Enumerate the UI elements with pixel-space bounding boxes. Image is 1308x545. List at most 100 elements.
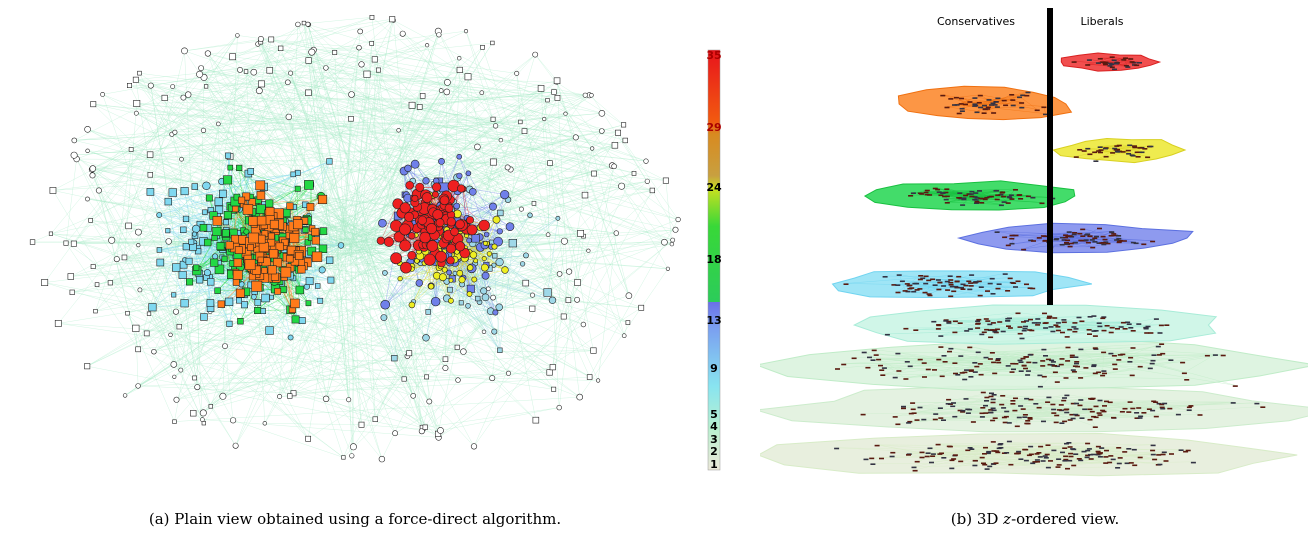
node [417,215,427,225]
edge [337,91,555,260]
node [168,188,177,197]
node [1163,460,1169,462]
node [1016,416,1022,419]
edge [905,361,999,379]
node [914,460,920,463]
node [621,333,627,339]
node [307,246,317,256]
edge [290,18,393,74]
node [358,421,365,428]
node [442,356,449,362]
edge [563,166,615,317]
edge [136,103,647,162]
edge [334,52,602,132]
edge [983,391,1081,405]
node [1153,401,1159,403]
edge [426,376,599,381]
edge [370,34,440,247]
edge [73,155,180,327]
node [471,234,480,243]
edge [139,72,358,233]
node [1026,454,1032,457]
node [173,308,180,315]
node [1068,455,1074,458]
edge [327,244,668,270]
node [1169,453,1174,455]
edge [92,168,234,421]
node [993,462,999,464]
node [950,405,956,408]
node [323,65,329,71]
edge [987,466,1118,469]
node [243,228,250,235]
node [649,187,655,194]
node [1073,356,1079,358]
edge [261,76,469,85]
node [1150,409,1156,412]
node [983,318,989,320]
node [1102,405,1107,407]
node [1001,407,1007,409]
edge [549,163,578,283]
node [286,255,294,263]
node [1050,361,1056,363]
edge [535,54,558,81]
edge [1029,401,1048,418]
node [448,277,454,283]
node [1088,458,1094,460]
edge [74,39,272,141]
node [292,219,303,230]
node [95,187,102,194]
node [1041,375,1047,378]
node [311,236,320,245]
edge [259,90,589,251]
node [1065,346,1071,349]
node [1010,362,1016,365]
node [269,294,274,300]
edge [931,450,1099,462]
node [979,456,985,459]
edge [492,242,501,351]
edge [260,38,338,257]
node [863,458,869,461]
node [580,321,587,328]
edge [150,85,581,234]
edge [1025,448,1100,454]
node [456,66,463,73]
node [481,329,487,334]
edge [102,69,241,95]
edge [351,69,379,95]
node [1048,460,1053,462]
edge [260,38,509,374]
node [435,250,447,263]
node [834,447,840,450]
node [1073,453,1079,455]
node [964,369,969,371]
node [1108,352,1114,355]
edge [483,263,523,292]
node [876,358,882,361]
node [281,238,289,246]
node [466,291,473,297]
edge [351,224,358,456]
edge [290,73,340,210]
node [1190,461,1196,464]
node [1074,414,1080,417]
node [644,178,650,184]
node [165,228,171,234]
node [223,175,233,185]
node [1018,458,1024,460]
node [493,236,503,247]
node [380,299,391,310]
node [620,122,627,128]
node [975,351,981,354]
node [941,355,947,357]
node [574,296,580,303]
node [200,127,207,133]
node [1077,404,1083,407]
edge [942,346,970,376]
node [63,240,69,246]
node [337,242,345,249]
node [1122,451,1128,453]
node [311,251,323,262]
